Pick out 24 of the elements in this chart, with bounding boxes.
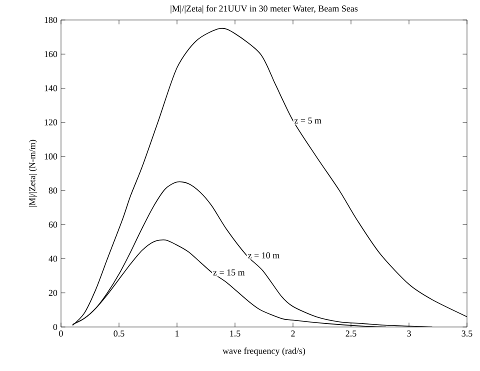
y-tick-label: 120 — [44, 119, 58, 126]
x-tick-label: 0 — [59, 330, 63, 337]
series-label: z = 15 m — [213, 269, 245, 276]
x-tick-label: 2 — [291, 330, 295, 336]
chart-title: |M|/|Zeta| for 21UUV in 30 meter Water, Beam Seas — [170, 5, 358, 14]
y-tick-label: 60 — [48, 222, 58, 228]
y-tick-label: 20 — [48, 290, 58, 296]
y-tick-label: 80 — [48, 188, 58, 194]
x-tick-label: 2.5 — [346, 330, 356, 337]
y-tick-label: 160 — [44, 51, 58, 58]
y-tick-label: 100 — [44, 153, 58, 160]
series-label: z = 5 m — [294, 118, 322, 124]
x-tick-label: 0.5 — [114, 330, 124, 337]
x-tick-label: 1.5 — [230, 330, 240, 337]
y-tick-label: 140 — [44, 85, 58, 92]
y-axis-title: |M|/|Zeta| (N-m/m) — [28, 140, 38, 207]
x-tick-label: 3 — [407, 330, 411, 337]
y-tick-label: 0 — [53, 324, 58, 330]
series-label: z = 10 m — [248, 252, 280, 258]
x-tick-label: 3.5 — [462, 330, 472, 337]
x-tick-label: 1 — [176, 330, 179, 336]
x-axis-title: wave frequency (rad/s) — [222, 348, 306, 356]
y-tick-label: 180 — [44, 16, 58, 24]
y-tick-label: 40 — [48, 256, 58, 262]
